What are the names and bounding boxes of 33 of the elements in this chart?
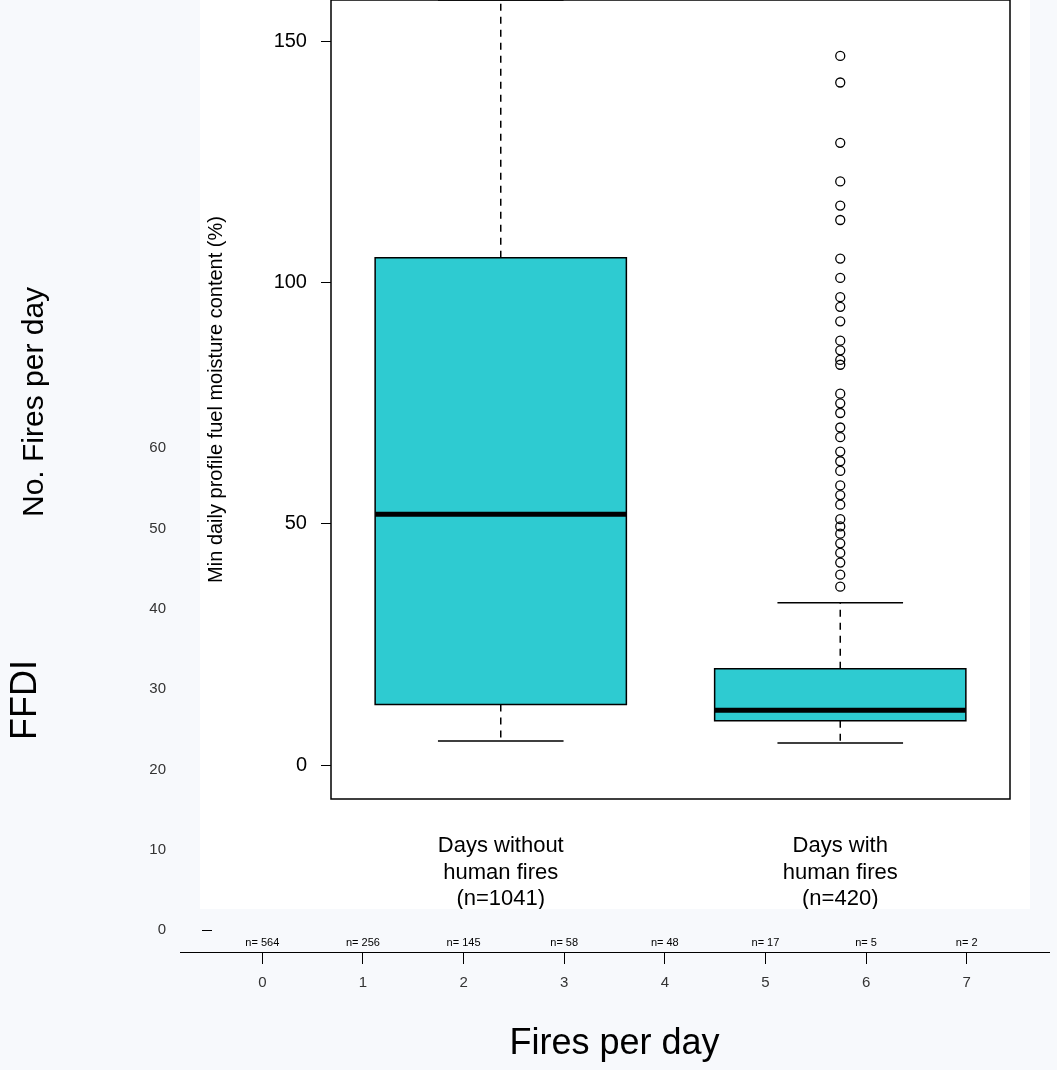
y-tick-label: 40 (149, 598, 166, 616)
x-tick-label: 5 (761, 973, 770, 991)
y-tick-label: 50 (284, 511, 307, 534)
annotation: n= 17 (751, 936, 780, 949)
x-tick-label: 3 (560, 973, 569, 991)
x-axis-title: Fires per day (509, 1021, 720, 1063)
x-tick-label: 4 (660, 973, 669, 991)
x-tick-label: 0 (258, 973, 267, 991)
y-axis-title: FFDI (2, 660, 44, 740)
y-tick-label: 100 (273, 270, 307, 293)
annotation: n= 2 (955, 936, 978, 949)
x-tick-label: 2 (459, 973, 468, 991)
y-tick-label: 0 (157, 920, 166, 938)
y-tick-label: 50 (149, 518, 166, 536)
x-tick-label: 7 (962, 973, 971, 991)
x-tick-label: Days with human fires (n=420) (782, 832, 898, 911)
x-tick-label: 1 (358, 973, 368, 991)
y-tick-label: 0 (295, 752, 307, 775)
y-tick-label: 30 (149, 679, 166, 697)
y-tick-label: 150 (273, 29, 307, 52)
annotation: n= 256 (345, 936, 380, 949)
annotation: n= 564 (245, 936, 280, 949)
annotation: n= 58 (550, 936, 579, 949)
text: No. Fires per day (16, 285, 50, 517)
y-tick-label: 10 (149, 840, 166, 858)
x-tick-label: Days without human fires (n=1041) (437, 832, 564, 911)
annotation: n= 145 (446, 936, 481, 949)
x-tick-label: 6 (861, 973, 871, 991)
annotation: n= 5 (855, 936, 877, 949)
annotation: n= 48 (650, 936, 679, 949)
y-axis-title: Min daily profile fuel moisture content (%) (203, 216, 226, 583)
y-tick-label: 20 (149, 759, 166, 777)
y-tick-label: 60 (149, 438, 166, 456)
